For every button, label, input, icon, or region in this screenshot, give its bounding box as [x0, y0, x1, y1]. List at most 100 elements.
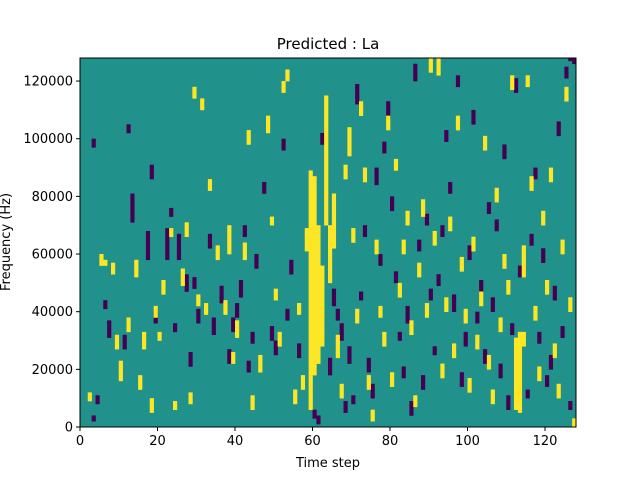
- heatmap-cell-high: [502, 256, 507, 261]
- heatmap-cell-high: [142, 331, 147, 336]
- heatmap-cell-low: [219, 294, 224, 298]
- heatmap-cell-low: [165, 230, 170, 235]
- heatmap-cell-high: [297, 303, 302, 307]
- heatmap-cell-high: [118, 372, 123, 376]
- heatmap-cell-low: [432, 346, 437, 350]
- heatmap-cell-low: [502, 156, 507, 160]
- heatmap-cell-low: [486, 205, 492, 209]
- heatmap-cell-low: [355, 98, 360, 102]
- heatmap-cell-high: [517, 340, 523, 344]
- heatmap-cell-high: [541, 216, 546, 220]
- heatmap-cell-high: [514, 372, 519, 376]
- heatmap-cell-high: [421, 202, 426, 206]
- heatmap-cell-low: [335, 308, 340, 312]
- heatmap-cell-low: [269, 328, 275, 333]
- heatmap-cell-high: [328, 251, 333, 255]
- heatmap-cell-high: [196, 294, 201, 298]
- heatmap-cell-high: [421, 213, 426, 217]
- heatmap-cell-low: [289, 268, 294, 272]
- heatmap-cell-low: [331, 288, 337, 292]
- heatmap-cell-high: [269, 222, 275, 226]
- heatmap-cell-high: [316, 328, 321, 333]
- heatmap-cell-high: [517, 360, 523, 364]
- heatmap-cell-high: [180, 279, 185, 284]
- heatmap-cell-high: [188, 395, 193, 399]
- heatmap-cell-high: [436, 63, 441, 67]
- heatmap-cell-high: [362, 179, 368, 183]
- heatmap-cell-high: [308, 349, 313, 353]
- heatmap-cell-low: [331, 303, 337, 307]
- heatmap-cell-low: [320, 141, 325, 145]
- heatmap-cell-high: [498, 326, 503, 330]
- heatmap-cell-low: [362, 225, 368, 229]
- heatmap-cell-low: [467, 245, 472, 249]
- heatmap-cell-high: [331, 245, 337, 249]
- heatmap-cell-low: [382, 150, 387, 154]
- heatmap-cell-high: [138, 386, 143, 390]
- heatmap-cell-high: [475, 340, 480, 344]
- heatmap-cell-low: [359, 291, 364, 295]
- heatmap-cell-high: [258, 363, 263, 367]
- heatmap-cell-high: [479, 303, 484, 307]
- heatmap-cell-low: [238, 282, 244, 287]
- heatmap-cell-low: [355, 95, 360, 99]
- heatmap-cell-high: [227, 242, 232, 246]
- heatmap-cell-high: [421, 205, 426, 209]
- heatmap-cell-low: [91, 144, 96, 148]
- heatmap-cell-high: [308, 392, 313, 396]
- heatmap-cell-high: [486, 360, 492, 364]
- heatmap-cell-high: [347, 150, 352, 154]
- heatmap-cell-low: [173, 323, 178, 327]
- heatmap-cell-low: [328, 360, 333, 364]
- heatmap-cell-low: [207, 245, 213, 249]
- heatmap-cell-high: [521, 251, 526, 255]
- heatmap-cell-low: [405, 311, 410, 315]
- heatmap-cell-high: [471, 248, 476, 252]
- heatmap-cell-low: [533, 176, 538, 180]
- heatmap-cell-high: [510, 75, 515, 79]
- heatmap-cell-low: [568, 58, 573, 62]
- heatmap-cell-high: [312, 216, 317, 220]
- heatmap-cell-high: [308, 360, 313, 364]
- heatmap-cell-low: [533, 170, 538, 174]
- heatmap-cell-high: [514, 386, 519, 390]
- heatmap-cell-high: [328, 268, 333, 272]
- heatmap-cell-high: [560, 242, 565, 246]
- heatmap-cell-high: [479, 291, 484, 295]
- heatmap-cell-high: [339, 395, 344, 399]
- heatmap-cell-low: [145, 230, 151, 235]
- heatmap-cell-low: [149, 170, 154, 174]
- heatmap-cell-high: [188, 401, 193, 405]
- heatmap-cell-high: [273, 288, 278, 292]
- heatmap-cell-high: [308, 236, 313, 240]
- heatmap-cell-low: [281, 144, 286, 148]
- heatmap-cell-low: [568, 403, 573, 408]
- heatmap-cell-high: [393, 164, 399, 168]
- heatmap-cell-high: [308, 193, 313, 197]
- heatmap-cell-high: [312, 219, 317, 223]
- heatmap-cell-low: [397, 331, 402, 336]
- heatmap-cell-low: [417, 242, 422, 246]
- heatmap-cell-low: [541, 248, 546, 252]
- heatmap-cell-high: [173, 403, 178, 408]
- heatmap-cell-high: [324, 135, 329, 140]
- heatmap-cell-high: [316, 300, 321, 304]
- heatmap-cell-high: [196, 297, 201, 301]
- heatmap-cell-low: [91, 138, 96, 142]
- heatmap-cell-low: [176, 256, 182, 261]
- heatmap-cell-low: [510, 326, 515, 330]
- heatmap-cell-low: [560, 328, 565, 333]
- heatmap-cell-high: [463, 311, 468, 315]
- heatmap-cell-low: [126, 124, 131, 128]
- heatmap-cell-low: [227, 349, 232, 353]
- heatmap-cell-high: [490, 398, 495, 402]
- heatmap-cell-high: [502, 265, 507, 269]
- heatmap-cell-high: [483, 147, 488, 151]
- heatmap-cell-low: [254, 254, 259, 258]
- heatmap-cell-high: [514, 363, 519, 367]
- heatmap-cell-low: [432, 349, 437, 353]
- heatmap-cell-high: [324, 170, 329, 174]
- heatmap-cell-low: [463, 340, 468, 344]
- heatmap-cell-high: [320, 265, 325, 269]
- heatmap-cell-low: [572, 58, 577, 62]
